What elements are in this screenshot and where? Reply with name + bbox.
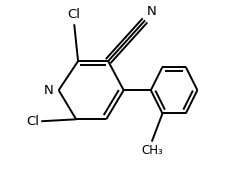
Text: Cl: Cl [26, 115, 39, 128]
Text: N: N [146, 5, 156, 18]
Text: Cl: Cl [68, 8, 80, 21]
Text: CH₃: CH₃ [140, 144, 162, 157]
Text: N: N [44, 84, 54, 97]
